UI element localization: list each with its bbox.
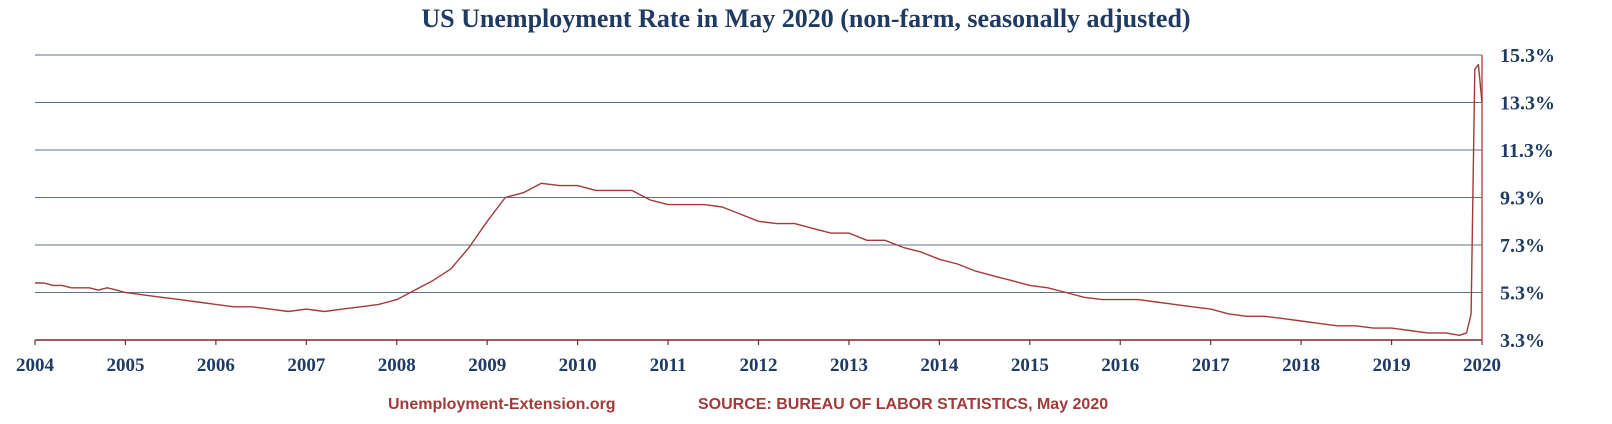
y-tick-label: 11.3%: [1500, 140, 1554, 162]
x-tick-label: 2013: [830, 355, 868, 376]
x-tick-label: 2018: [1282, 355, 1320, 376]
x-tick-label: 2017: [1192, 355, 1231, 376]
footer-source: SOURCE: BUREAU OF LABOR STATISTICS, May …: [698, 396, 1109, 413]
y-tick-label: 13.3%: [1500, 93, 1555, 115]
y-tick-label: 9.3%: [1500, 188, 1545, 210]
x-tick-labels: 2004 2005 2006 2007 2008 2009 2010 2011 2012 2013…: [16, 355, 1501, 376]
x-tick-label: 2015: [1011, 355, 1049, 376]
y-tick-label: 5.3%: [1500, 283, 1545, 305]
x-tick-label: 2009: [468, 355, 506, 376]
x-tick-label: 2007: [287, 355, 326, 376]
x-tick-label: 2005: [106, 355, 144, 376]
y-tick-labels: 3.3% 5.3% 7.3% 9.3% 11.3% 13.3% 15.3%: [1500, 45, 1555, 352]
x-tick-label: 2020: [1463, 355, 1501, 376]
series-layer: [35, 63, 1483, 336]
x-tick-label: 2012: [740, 355, 778, 376]
footer-site-name: Unemployment-Extension.org: [388, 396, 616, 413]
y-tick-label: 15.3%: [1500, 45, 1555, 67]
grid-lines: [35, 54, 1482, 293]
unemployment-rate-line: [35, 63, 1483, 336]
axes: [34, 55, 1483, 345]
x-tick-label: 2010: [559, 355, 597, 376]
x-tick-label: 2019: [1373, 355, 1411, 376]
y-tick-label: 3.3%: [1500, 330, 1545, 352]
x-tick-label: 2016: [1101, 355, 1139, 376]
x-tick-label: 2006: [197, 355, 235, 376]
x-tick-label: 2004: [16, 355, 55, 376]
y-tick-label: 7.3%: [1500, 235, 1545, 257]
x-tick-label: 2008: [378, 355, 416, 376]
x-tick-label: 2011: [650, 355, 687, 376]
chart-title: US Unemployment Rate in May 2020 (non-fa…: [421, 4, 1191, 33]
x-tick-label: 2014: [920, 355, 959, 376]
